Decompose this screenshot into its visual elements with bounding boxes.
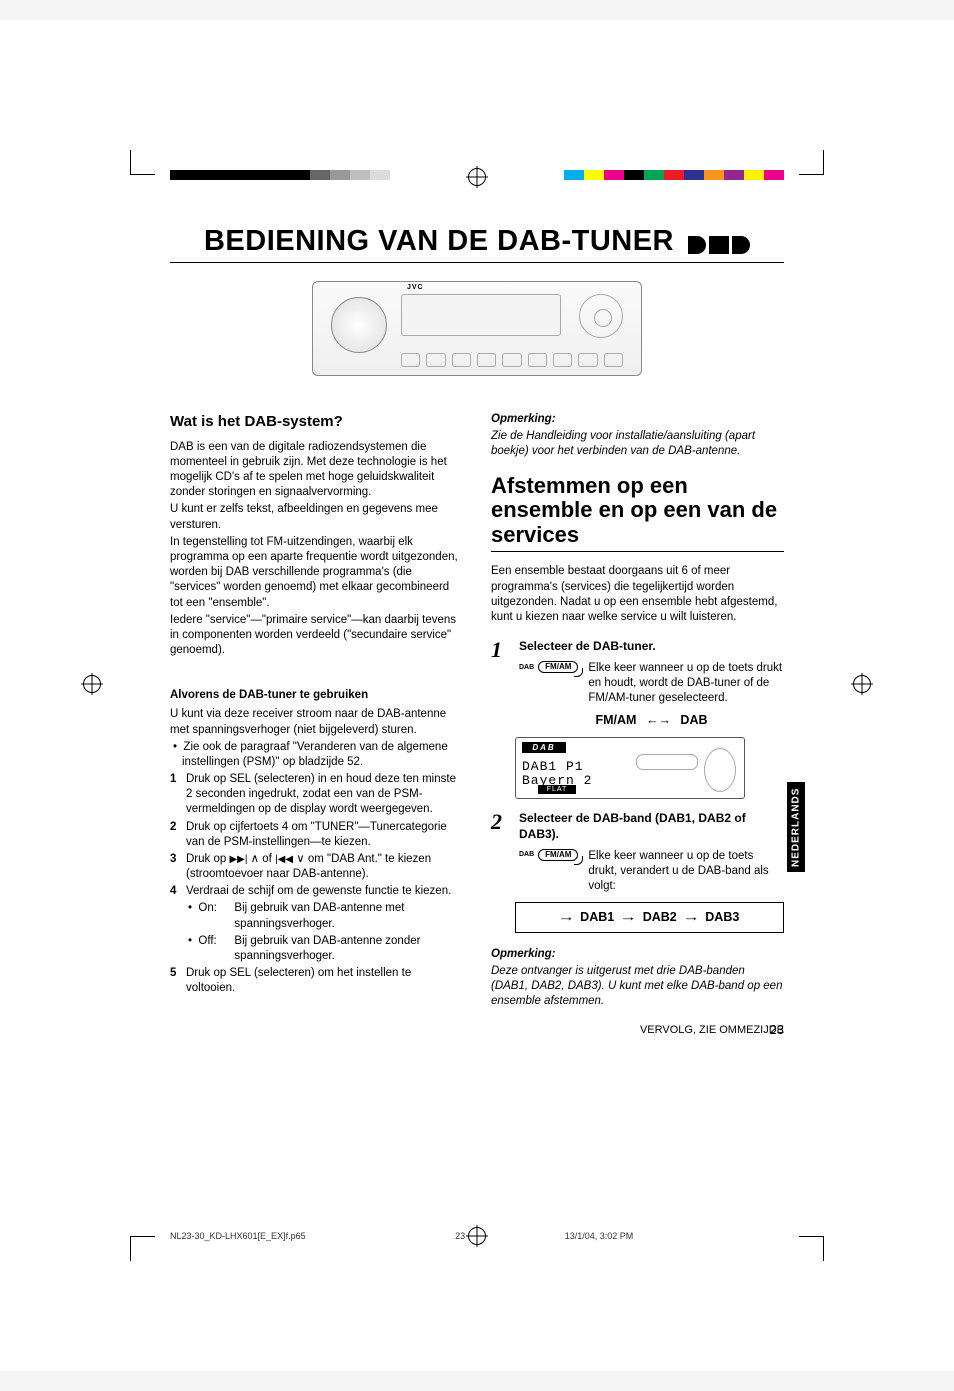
- dab-question-heading: Wat is het DAB-system?: [170, 412, 463, 432]
- next-track-icon: ▶▶|: [229, 854, 247, 865]
- crop-mark-icon: [130, 135, 170, 175]
- step-2: 2 Selecteer de DAB-band (DAB1, DAB2 of D…: [491, 811, 784, 894]
- body-text: DAB is een van de digitale radiozendsyst…: [170, 440, 463, 501]
- band-cycle-diagram: → DAB1 → DAB2 → DAB3: [515, 902, 784, 933]
- note-text: Deze ontvanger is uitgerust met drie DAB…: [491, 964, 784, 1010]
- right-column: Opmerking: Zie de Handleiding voor insta…: [491, 412, 784, 1038]
- dab-small-label: DAB: [519, 850, 534, 859]
- step-1: 1 Selecteer de DAB-tuner. DAB FM/AM Elke…: [491, 639, 784, 729]
- band-label: DAB2: [643, 909, 677, 926]
- fmam-dab-toggle: FM/AM ←→ DAB: [519, 712, 784, 729]
- display-decoration-icon: [636, 748, 736, 790]
- fmam-button-icon: FM/AM: [538, 849, 578, 862]
- down-icon: ∨: [296, 853, 304, 865]
- step-text: Druk op ▶▶| ∧ of |◀◀ ∨ om "DAB Ant." te …: [186, 852, 463, 882]
- registration-mark-icon: [83, 675, 101, 693]
- print-footer: NL23-30_KD-LHX601[E_EX]f.p65 23 13/1/04,…: [170, 1231, 784, 1241]
- device-illustration: JVC: [312, 281, 642, 376]
- arrow-icon: →: [557, 909, 575, 926]
- step-text: Verdraai de schijf om de gewenste functi…: [186, 884, 463, 899]
- content-area: BEDIENING VAN DE DAB-TUNER JVC Wat is he…: [170, 215, 784, 1206]
- bidirectional-arrow-icon: ←→: [646, 712, 671, 729]
- step-number: 2: [491, 811, 509, 833]
- fmam-button-illustration: DAB FM/AM: [519, 849, 578, 862]
- fmam-button-illustration: DAB FM/AM: [519, 661, 578, 674]
- step-text: Druk op SEL (selecteren) om het instelle…: [186, 966, 463, 996]
- band-label: DAB1: [580, 909, 614, 926]
- registration-mark-icon: [853, 675, 871, 693]
- numbered-steps: 1Druk op SEL (selecteren) in en houd dez…: [170, 772, 463, 899]
- left-column: Wat is het DAB-system? DAB is een van de…: [170, 412, 463, 1038]
- arrow-icon: →: [620, 909, 638, 926]
- option-key: On:: [198, 901, 234, 931]
- title-row: BEDIENING VAN DE DAB-TUNER: [170, 225, 784, 263]
- continued-label: VERVOLG, ZIE OMMEZIJDE: [491, 1023, 784, 1038]
- page-title: BEDIENING VAN DE DAB-TUNER: [204, 225, 674, 258]
- intro-text: Een ensemble bestaat doorgaans uit 6 of …: [491, 564, 784, 625]
- language-tab: NEDERLANDS: [787, 782, 805, 872]
- body-text: U kunt via deze receiver stroom naar de …: [170, 707, 463, 737]
- page-number: 23: [770, 1021, 784, 1038]
- option-row: • On:Bij gebruik van DAB-antenne met spa…: [170, 901, 463, 931]
- crop-mark-icon: [130, 1236, 170, 1276]
- crop-mark-icon: [784, 135, 824, 175]
- footer-filename: NL23-30_KD-LHX601[E_EX]f.p65: [170, 1231, 455, 1241]
- dab-logo-icon: [688, 236, 750, 254]
- note-heading: Opmerking:: [491, 947, 784, 962]
- section-title: Afstemmen op een ensemble en op een van …: [491, 474, 784, 553]
- option-key: Off:: [198, 934, 234, 964]
- bullet-content: Zie ook de paragraaf "Veranderen van de …: [182, 741, 448, 768]
- option-value: Bij gebruik van DAB-antenne zonder spann…: [234, 934, 463, 964]
- dab-small-label: DAB: [519, 663, 534, 672]
- step-number: 1: [491, 639, 509, 661]
- body-text: U kunt er zelfs tekst, afbeeldingen en g…: [170, 502, 463, 532]
- band-label: DAB3: [705, 909, 739, 926]
- display-mockup: DAB DAB1 P1 Bayern 2 FLAT: [515, 737, 745, 799]
- note-text: Zie de Handleiding voor installatie/aans…: [491, 429, 784, 459]
- fmam-label: FM/AM: [595, 713, 636, 727]
- manual-page: BEDIENING VAN DE DAB-TUNER JVC Wat is he…: [0, 20, 954, 1371]
- arrow-icon: →: [682, 909, 700, 926]
- display-flat-badge: FLAT: [538, 785, 576, 794]
- step-heading: Selecteer de DAB-band (DAB1, DAB2 of DAB…: [519, 811, 784, 843]
- option-row: • Off:Bij gebruik van DAB-antenne zonder…: [170, 934, 463, 964]
- before-use-heading: Alvorens de DAB-tuner te gebruiken: [170, 688, 463, 703]
- numbered-steps: 5Druk op SEL (selecteren) om het instell…: [170, 966, 463, 996]
- bullet-text: • Zie ook de paragraaf "Veranderen van d…: [170, 740, 463, 770]
- body-text: In tegenstelling tot FM-uitzendingen, wa…: [170, 535, 463, 611]
- step-text: Elke keer wanneer u op de toets drukt en…: [588, 661, 784, 707]
- step-text: Druk op cijfertoets 4 om "TUNER"—Tunerca…: [186, 820, 463, 850]
- body-text: Iedere "service"—"primaire service"—kan …: [170, 613, 463, 659]
- footer-page: 23: [455, 1231, 565, 1241]
- option-value: Bij gebruik van DAB-antenne met spanning…: [234, 901, 463, 931]
- display-dab-badge: DAB: [522, 742, 566, 753]
- footer-date: 13/1/04, 3:02 PM: [565, 1231, 784, 1241]
- note-heading: Opmerking:: [491, 412, 784, 427]
- registration-mark-icon: [468, 168, 486, 186]
- dab-label: DAB: [680, 713, 707, 727]
- crop-mark-icon: [784, 1236, 824, 1276]
- up-icon: ∧: [251, 853, 259, 865]
- fmam-button-icon: FM/AM: [538, 661, 578, 674]
- device-brand-label: JVC: [407, 284, 424, 291]
- step-text: Elke keer wanneer u op de toets drukt, v…: [588, 849, 784, 895]
- prev-track-icon: |◀◀: [275, 854, 293, 865]
- step-text: Druk op SEL (selecteren) in en houd deze…: [186, 772, 463, 818]
- step-heading: Selecteer de DAB-tuner.: [519, 639, 784, 655]
